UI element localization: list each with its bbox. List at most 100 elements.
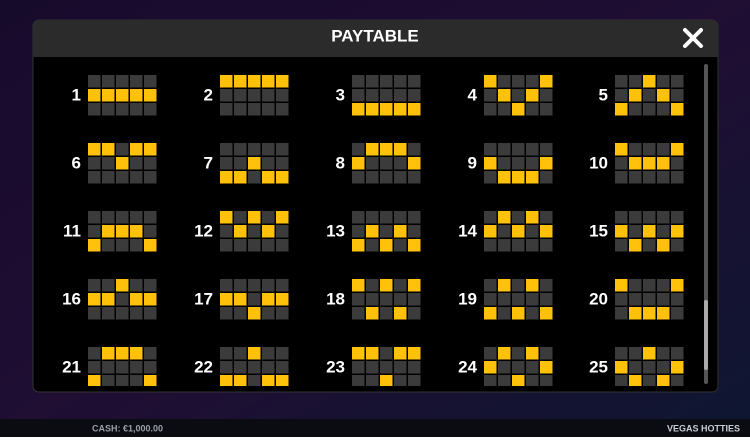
win-cell [102,347,115,360]
cell [248,143,261,156]
win-cell [643,75,656,88]
cell [248,171,261,184]
win-cell [130,143,143,156]
cell [248,375,261,386]
cell [116,75,129,88]
game-name: VEGAS HOTTIES [667,423,740,433]
win-cell [643,347,656,360]
win-cell [643,307,656,320]
payline-number: 7 [204,153,213,172]
win-cell [102,143,115,156]
cell [657,211,670,224]
win-cell [498,279,511,292]
payline-number: 11 [63,221,81,240]
payline: 17 [194,279,289,320]
scrollbar-thumb[interactable] [704,300,708,370]
win-cell [526,89,539,102]
payline-number: 24 [458,357,477,376]
cell [380,75,393,88]
payline-number: 6 [72,153,81,172]
win-cell [615,279,628,292]
win-cell [352,157,365,170]
cell [130,75,143,88]
cell [629,211,642,224]
payline-number: 8 [336,153,345,172]
cell [512,157,525,170]
cell [366,361,379,374]
cell [262,89,275,102]
win-cell [540,307,553,320]
win-cell [526,279,539,292]
win-cell [380,103,393,116]
win-cell [220,293,233,306]
cell [671,375,684,386]
win-cell [671,143,684,156]
win-cell [262,375,275,386]
cell [234,103,247,116]
win-cell [408,103,421,116]
cell [234,307,247,320]
cell [116,211,129,224]
win-cell [643,157,656,170]
win-cell [394,307,407,320]
cell [380,211,393,224]
cell [234,347,247,360]
win-cell [671,279,684,292]
cell [394,171,407,184]
cell [144,211,157,224]
win-cell [366,225,379,238]
win-cell [629,89,642,102]
cell [102,279,115,292]
win-cell [615,103,628,116]
win-cell [144,143,157,156]
cell [234,279,247,292]
win-cell [408,157,421,170]
cell [144,347,157,360]
cell [262,103,275,116]
win-cell [380,375,393,386]
win-cell [484,361,497,374]
win-cell [408,239,421,252]
cell [220,347,233,360]
cell [262,239,275,252]
cell [116,307,129,320]
payline-number: 16 [62,289,81,308]
cell [366,279,379,292]
cell [526,307,539,320]
cell [220,103,233,116]
cell [366,157,379,170]
cell [629,347,642,360]
payline-number: 25 [589,357,608,376]
cell [498,225,511,238]
cell [394,157,407,170]
close-button[interactable] [683,28,703,48]
win-cell [352,279,365,292]
win-cell [366,143,379,156]
win-cell [248,347,261,360]
cell [671,157,684,170]
payline: 13 [326,211,421,252]
win-cell [540,225,553,238]
cell [498,307,511,320]
cell [130,171,143,184]
cell [540,347,553,360]
payline-number: 5 [599,85,608,104]
payline: 4 [468,75,553,116]
cell [540,103,553,116]
cell [380,293,393,306]
cell [276,103,289,116]
cell [671,75,684,88]
cell [352,361,365,374]
win-cell [116,347,129,360]
cell [512,211,525,224]
cell [248,279,261,292]
cell [643,361,656,374]
cell [643,279,656,292]
cell [380,171,393,184]
payline: 7 [204,143,289,184]
cell [526,361,539,374]
cell [526,375,539,386]
cell [629,143,642,156]
payline: 20 [589,279,684,320]
